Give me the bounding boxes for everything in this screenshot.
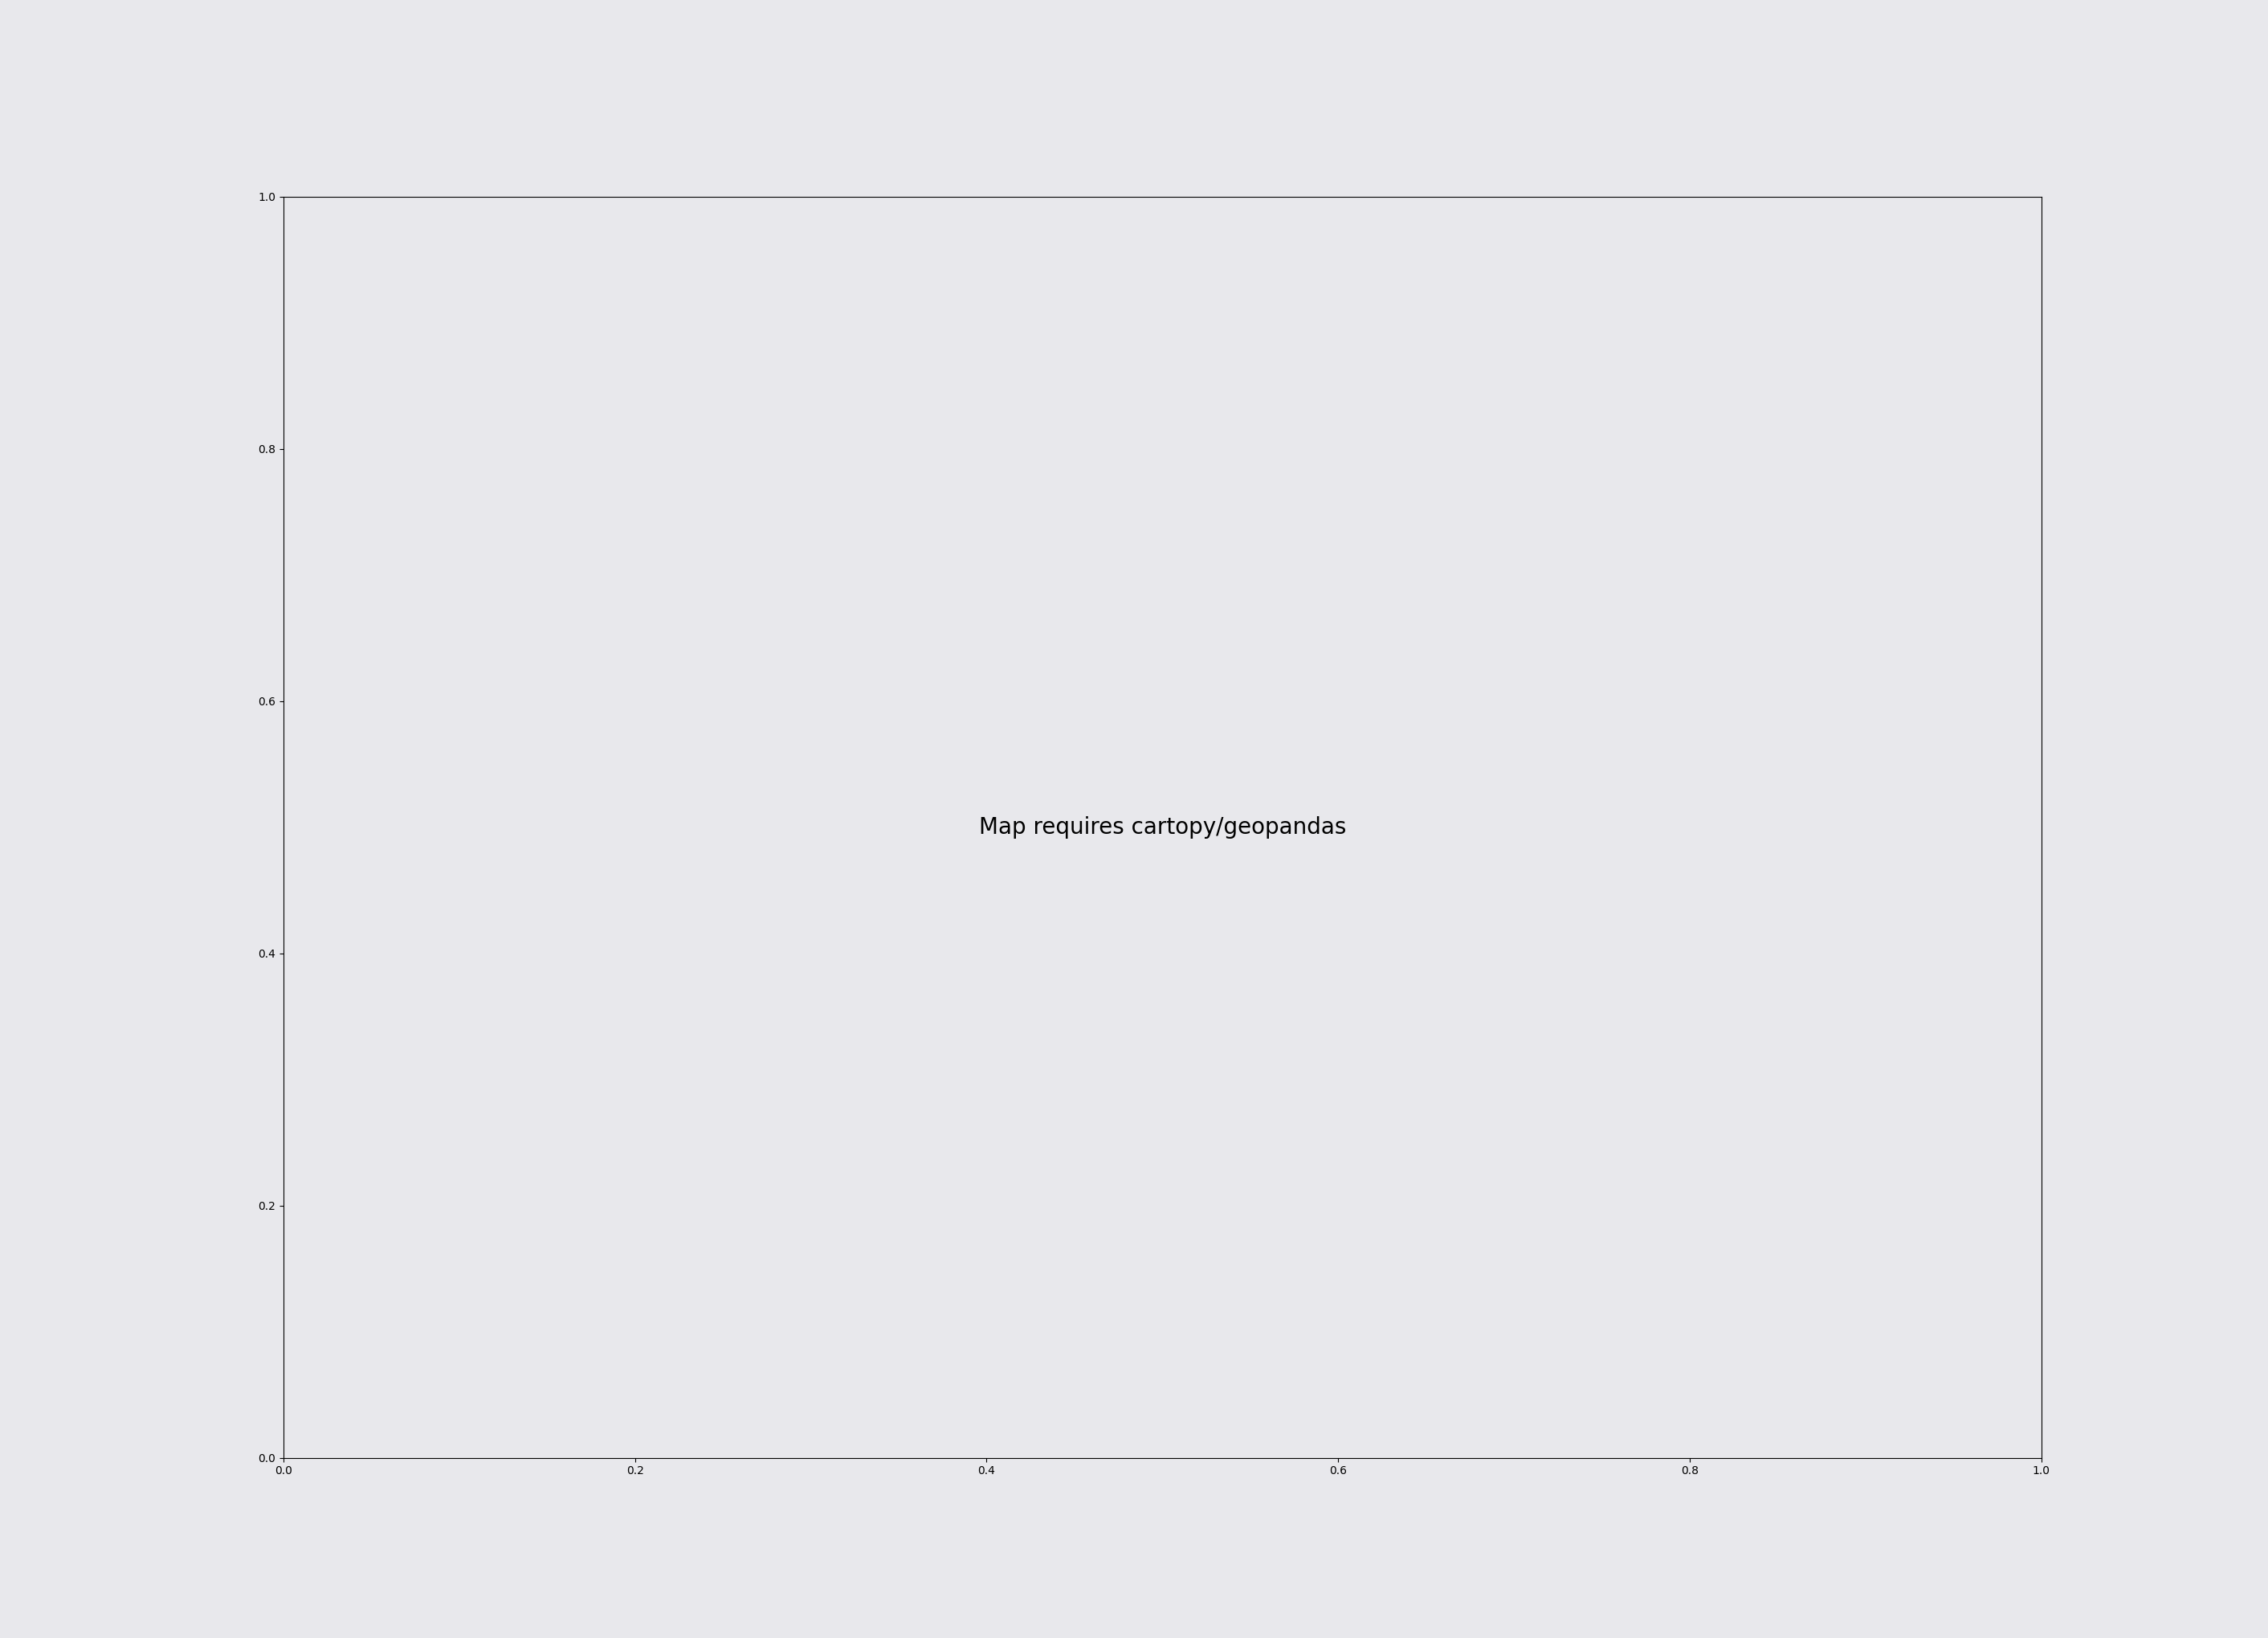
Text: Map requires cartopy/geopandas: Map requires cartopy/geopandas — [980, 816, 1345, 839]
